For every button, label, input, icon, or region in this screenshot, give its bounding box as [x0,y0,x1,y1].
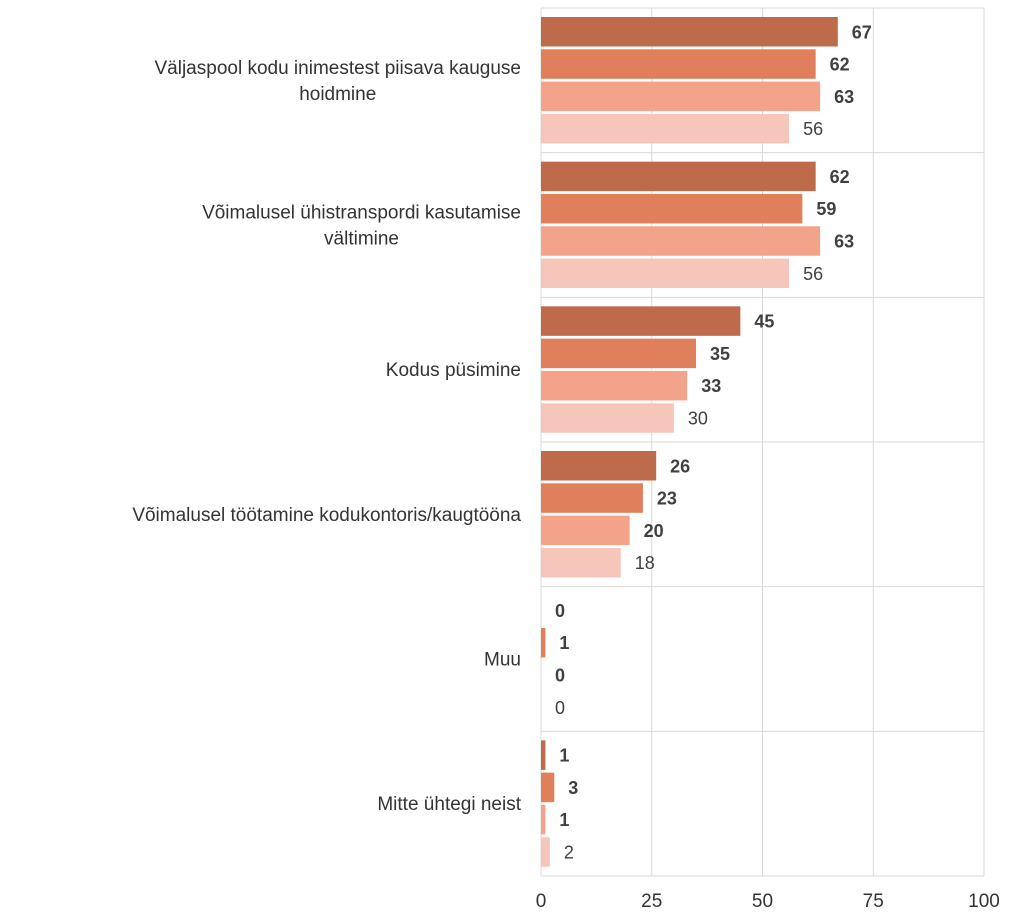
category-label: Väljaspool kodu inimestest piisava kaugu… [155,58,522,105]
bar [541,193,803,224]
data-label: 62 [830,167,850,187]
data-label: 56 [803,264,823,284]
bar [541,370,688,401]
bar [541,258,790,289]
data-label: 26 [670,456,690,476]
bar [541,772,555,803]
bar [541,837,550,867]
bar [541,338,697,369]
bar [541,81,821,112]
category-label: Võimalusel töötamine kodukontoris/kaugtö… [132,505,521,526]
data-label: 1 [559,633,569,653]
data-label: 56 [803,119,823,139]
x-tick-label: 100 [968,891,1000,912]
data-label: 2 [564,842,574,862]
category-label: Muu [484,650,521,671]
data-label: 0 [555,698,565,718]
bar [541,226,821,256]
bar [541,161,816,192]
data-label: 67 [852,22,872,42]
bar [541,403,674,433]
data-label: 35 [710,344,730,364]
data-label: 3 [568,778,578,798]
x-tick-label: 0 [536,891,547,912]
category-label: Võimalusel ühistranspordi kasutamise vält… [202,203,521,250]
category-labels: Väljaspool kodu inimestest piisava kaugu… [132,58,521,815]
bars [541,17,838,867]
data-label: 62 [830,55,850,75]
data-label: 0 [555,601,565,621]
data-label: 23 [657,489,677,509]
bar [541,547,621,578]
data-label: 18 [635,553,655,573]
category-label: Mitte ühtegi neist [377,794,521,815]
bar [541,627,546,658]
data-label: 63 [834,232,854,252]
category-label: Kodus püsimine [386,360,521,381]
data-label: 30 [688,408,708,428]
x-tick-label: 50 [752,891,773,912]
x-axis-ticks: 0 25 50 75 100 [536,891,1000,912]
bar [541,515,630,546]
bar [541,740,546,770]
data-label: 1 [559,810,569,830]
bar [541,17,838,47]
data-label: 0 [555,666,565,686]
data-label: 63 [834,87,854,107]
x-tick-label: 75 [863,891,884,912]
grid-lines [540,7,985,877]
bar [541,483,643,513]
data-label: 20 [644,521,664,541]
bar [541,451,657,481]
bar [541,49,816,79]
bar [541,804,546,835]
x-tick-label: 25 [641,891,662,912]
data-label: 33 [701,376,721,396]
data-label: 1 [559,746,569,766]
data-label: 45 [754,312,774,332]
bar [541,113,790,144]
data-label: 59 [816,199,836,219]
bar [541,306,741,336]
